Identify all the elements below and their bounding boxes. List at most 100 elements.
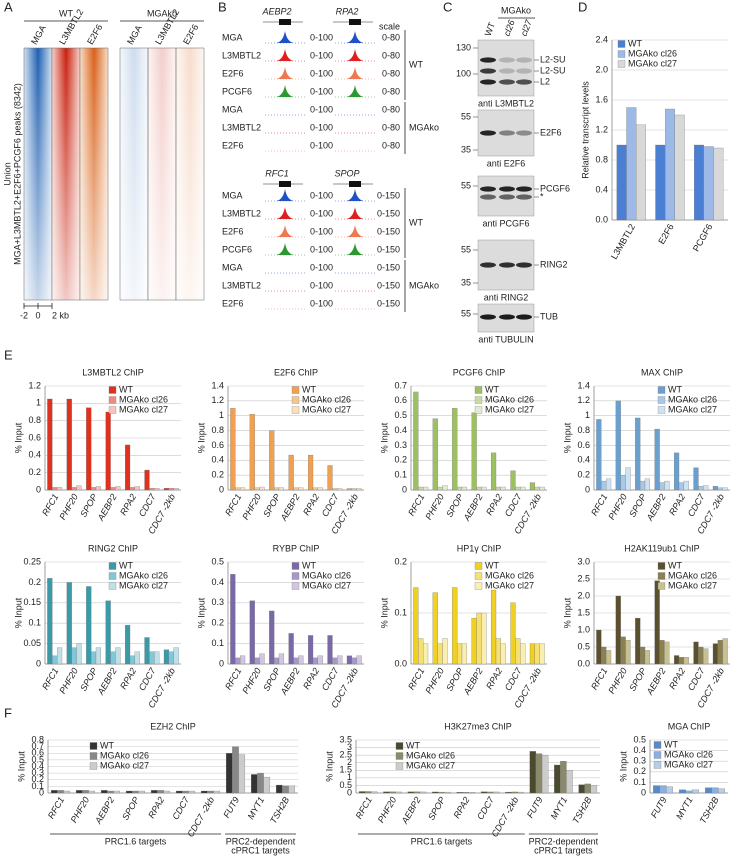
track-range: 0-100 (310, 86, 333, 96)
track-peak (276, 243, 294, 255)
track-peak (276, 189, 294, 201)
bar (678, 657, 685, 665)
y-tick-label: 0.5 (633, 734, 646, 744)
legend-swatch (657, 562, 666, 570)
legend-label: MGAko cl27 (485, 404, 534, 414)
antibody-label: anti PCGF6 (482, 218, 529, 228)
bar (250, 774, 258, 794)
chart-title: MAX ChIP (641, 367, 683, 377)
bar (486, 791, 494, 794)
y-axis-title: % Input (562, 422, 572, 453)
y-tick-label: 0.5 (577, 641, 590, 651)
marker-label: 130 (456, 42, 471, 52)
panel-letter: B (218, 0, 227, 14)
bar (364, 791, 372, 794)
bar (66, 398, 72, 491)
panel-letter: D (578, 0, 587, 14)
y-tick-label: 0.6 (211, 440, 224, 450)
track-label: E2F6 (222, 140, 244, 150)
legend-label: MGAko cl26 (485, 570, 534, 580)
track-range: 0-80 (382, 68, 400, 78)
bar (82, 790, 89, 794)
heatmap-fade (176, 48, 204, 300)
lane-label: cl27 (519, 18, 534, 38)
bar (332, 657, 338, 665)
legend-label: WT (100, 740, 114, 750)
track-label: L3MBTL2 (222, 280, 261, 290)
bar (232, 746, 239, 794)
track-range: 0-150 (377, 280, 400, 290)
x-tick-label: RPA2 (301, 492, 321, 517)
bar (90, 487, 97, 491)
y-tick-label: 0.6 (394, 395, 407, 405)
band (516, 194, 532, 200)
y-tick-label: 2.4 (595, 34, 608, 44)
bar (249, 600, 255, 665)
bar (442, 638, 448, 665)
bar (75, 790, 83, 794)
legend-label: WT (485, 384, 499, 394)
y-tick-label: 1.2 (595, 124, 608, 134)
y-tick-label: 0.2 (394, 556, 407, 566)
heatmap-fade (24, 48, 52, 300)
bar (88, 790, 96, 794)
track-peak (276, 207, 294, 219)
bar (654, 428, 660, 491)
y-axis-title: % Input (13, 597, 23, 628)
legend-label: MGAko cl27 (668, 404, 717, 414)
bar (173, 488, 179, 491)
y-tick-label: 3.0 (577, 556, 590, 566)
x-tick-label: FUT9 (649, 795, 669, 819)
legend-label: MGAko cl27 (406, 760, 455, 770)
bar (653, 785, 660, 794)
bar (493, 791, 500, 794)
y-tick-label: 1.2 (28, 380, 41, 390)
y-tick-label: 0.1 (211, 638, 224, 648)
bar (371, 791, 378, 794)
bar (288, 785, 296, 794)
bar (456, 643, 463, 665)
x-tick-label: RPA2 (118, 492, 138, 517)
lane-label: cl26 (502, 19, 517, 38)
legend-swatch (108, 572, 117, 580)
bar (693, 467, 699, 491)
bar (278, 653, 285, 665)
bar (346, 488, 353, 491)
bar (665, 108, 675, 221)
legend-swatch (657, 582, 666, 590)
x-tick-label: MYT1 (674, 795, 695, 821)
bar (239, 655, 246, 665)
band-label: L2-SU (540, 65, 566, 75)
bar (620, 636, 626, 665)
bar (578, 784, 585, 794)
track-peak (276, 85, 294, 97)
bar (132, 790, 139, 794)
bar (407, 791, 415, 794)
track-peak (346, 243, 364, 255)
bar (56, 487, 63, 491)
legend-label: WT (664, 739, 678, 749)
bar (337, 655, 343, 665)
bar (566, 770, 573, 794)
band (480, 79, 496, 85)
x-tick-label: RPA2 (484, 666, 504, 691)
bar (422, 643, 429, 665)
legend-swatch (89, 762, 98, 770)
y-tick-label: 0.3 (394, 440, 407, 450)
track-range: 0-100 (310, 298, 333, 308)
bar (679, 789, 686, 794)
band (480, 262, 496, 268)
panel-letter: A (4, 0, 13, 14)
y-tick-label: 0.5 (31, 754, 44, 764)
bar (230, 574, 236, 665)
band (499, 130, 515, 136)
heatmap-frame (175, 47, 205, 301)
bar (480, 791, 488, 794)
legend-label: MGAko cl26 (668, 394, 717, 404)
y-tick-label: 0 (347, 787, 352, 797)
bar (692, 789, 699, 794)
legend-label: MGAko cl27 (668, 580, 717, 590)
bar (275, 784, 283, 794)
bar (149, 488, 155, 491)
track-range: 0-80 (382, 122, 400, 132)
